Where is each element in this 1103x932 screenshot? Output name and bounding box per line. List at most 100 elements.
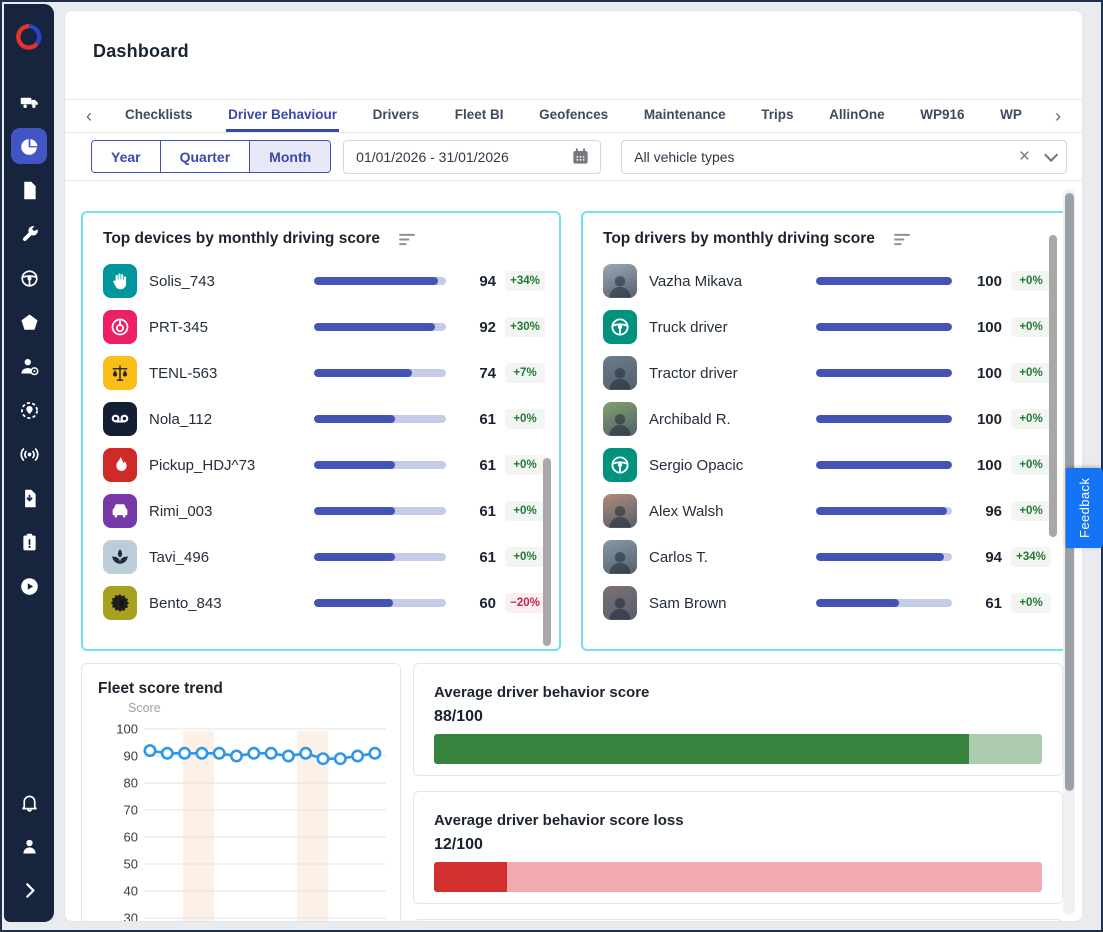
sidebar-item-sim-cards[interactable] (4, 476, 54, 520)
sidebar-item-maintenance[interactable] (4, 212, 54, 256)
tab-trips[interactable]: Trips (761, 107, 794, 122)
tab-allinone[interactable]: AllinOne (829, 107, 885, 122)
list-item[interactable]: Bento_843 60 −20% (103, 580, 559, 626)
tab-maintenance[interactable]: Maintenance (643, 107, 726, 122)
sidebar-item-vehicles[interactable] (4, 80, 54, 124)
score-bar (314, 599, 446, 607)
avg-score-card: Average driver behavior score 88/100 (413, 663, 1063, 776)
change-badge: +0% (1011, 593, 1051, 613)
hand-icon (103, 264, 137, 298)
sidebar-item-dashboards[interactable] (4, 124, 54, 168)
score-bar (816, 323, 952, 331)
tab-geofences[interactable]: Geofences (539, 107, 609, 122)
list-item[interactable]: PRT-345 92 +30% (103, 304, 559, 350)
voicemail-icon (103, 402, 137, 436)
devices-scrollbar-thumb[interactable] (543, 458, 551, 646)
score-value: 92 (479, 318, 496, 336)
sort-icon[interactable] (398, 233, 417, 246)
period-option-month[interactable]: Month (249, 141, 331, 172)
tab-wp916[interactable]: WP916 (920, 107, 965, 122)
sidebar-item-zones[interactable] (4, 300, 54, 344)
score-value: 61 (985, 594, 1002, 612)
change-badge: +0% (1011, 363, 1051, 383)
score-bar (816, 277, 952, 285)
driver-photo-avatar (603, 540, 637, 574)
date-range-value: 01/01/2026 - 31/01/2026 (356, 148, 509, 165)
dashboard-content: Top devices by monthly driving score Sol… (65, 181, 1082, 923)
feedback-button[interactable]: Feedback (1066, 468, 1103, 548)
date-range-input[interactable]: 01/01/2026 - 31/01/2026 (343, 139, 602, 174)
sidebar-item-expand[interactable] (4, 868, 54, 912)
change-badge: +0% (505, 501, 545, 521)
sim-card-icon (24, 489, 36, 507)
list-item[interactable]: Tavi_496 61 +0% (103, 534, 559, 580)
svg-text:30: 30 (124, 911, 138, 923)
sidebar-bottom (4, 780, 54, 922)
score-bar (816, 553, 952, 561)
list-item[interactable]: Sergio Opacic 100 +0% (603, 442, 1065, 488)
avg-loss-card: Average driver behavior score loss 12/10… (413, 791, 1063, 904)
tab-driver-behaviour[interactable]: Driver Behaviour (226, 100, 339, 132)
chevron-down-icon[interactable] (1044, 147, 1059, 162)
list-item[interactable]: Rimi_003 61 +0% (103, 488, 559, 534)
sidebar-item-driving[interactable] (4, 256, 54, 300)
sort-icon[interactable] (893, 233, 912, 246)
sidebar-item-media[interactable] (4, 564, 54, 608)
row-name: Tractor driver (649, 364, 738, 382)
chevron-right-icon (25, 882, 35, 898)
list-item[interactable]: Nola_112 61 +0% (103, 396, 559, 442)
list-item[interactable]: Alex Walsh 96 +0% (603, 488, 1065, 534)
list-item[interactable]: Vazha Mikava 100 +0% (603, 258, 1065, 304)
list-item[interactable]: TENL-563 74 +7% (103, 350, 559, 396)
sidebar-item-notifications[interactable] (4, 780, 54, 824)
list-item[interactable]: Carlos T. 94 +34% (603, 534, 1065, 580)
steering-wheel-icon (603, 448, 637, 482)
list-item[interactable]: Truck driver 100 +0% (603, 304, 1065, 350)
app-logo[interactable] (12, 20, 46, 54)
list-item[interactable]: Sam Brown 61 +0% (603, 580, 1065, 626)
driver-photo-avatar (603, 264, 637, 298)
drivers-scrollbar-thumb[interactable] (1049, 235, 1057, 537)
change-badge: +0% (1011, 501, 1051, 521)
tab-wp[interactable]: WP (1000, 107, 1022, 122)
list-item[interactable]: Solis_743 94 +34% (103, 258, 559, 304)
change-badge: +0% (1011, 409, 1051, 429)
sidebar-item-drivers[interactable] (4, 344, 54, 388)
sidebar-item-documents[interactable] (4, 168, 54, 212)
score-bar (314, 507, 446, 515)
vehicle-type-select[interactable]: All vehicle types × (621, 139, 1067, 174)
list-item[interactable]: Archibald R. 100 +0% (603, 396, 1065, 442)
list-item[interactable]: Tractor driver 100 +0% (603, 350, 1065, 396)
tab-fleet-bi[interactable]: Fleet BI (454, 107, 504, 122)
score-bar (816, 369, 952, 377)
period-option-year[interactable]: Year (92, 141, 160, 172)
tab-checklists[interactable]: Checklists (125, 107, 193, 122)
sidebar-item-inventory[interactable] (4, 520, 54, 564)
list-item[interactable]: Pickup_HDJ^73 61 +0% (103, 442, 559, 488)
tabs-scroll-left-icon[interactable]: ‹ (86, 106, 92, 126)
row-name: Sam Brown (649, 594, 727, 612)
avg-loss-title: Average driver behavior score loss (434, 812, 684, 829)
fleet-trend-chart: Score 100 90 80 70 60 50 40 30 (116, 701, 386, 923)
avg-loss-bar (434, 862, 1042, 892)
sidebar-item-connectivity[interactable] (4, 432, 54, 476)
sidebar-item-geofences[interactable] (4, 388, 54, 432)
change-badge: +30% (505, 317, 545, 337)
tab-drivers[interactable]: Drivers (372, 107, 420, 122)
period-option-quarter[interactable]: Quarter (159, 141, 250, 172)
avg-score-bar-fill (434, 734, 970, 764)
row-name: Truck driver (649, 318, 728, 336)
top-devices-title: Top devices by monthly driving score (103, 230, 381, 247)
svg-text:40: 40 (124, 884, 138, 899)
score-value: 100 (976, 318, 1002, 336)
sidebar-item-account[interactable] (4, 824, 54, 868)
row-name: Archibald R. (649, 410, 731, 428)
tabs-scroll-right-icon[interactable]: › (1055, 106, 1061, 126)
score-value: 100 (976, 410, 1002, 428)
avg-score-bar-rest (969, 734, 1042, 764)
clear-icon[interactable]: × (1018, 146, 1030, 167)
driver-photo-avatar (603, 586, 637, 620)
svg-text:80: 80 (124, 776, 138, 791)
scales-icon (103, 356, 137, 390)
